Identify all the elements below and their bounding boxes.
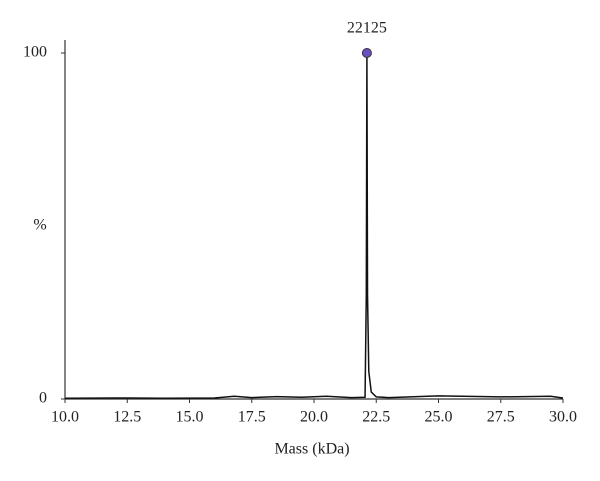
y-tick-label: 0 [39,390,47,407]
x-tick-label: 17.5 [238,409,266,426]
peak-label: 22125 [347,20,387,37]
peak-marker [361,48,372,58]
x-tick-label: 22.5 [362,409,390,426]
x-tick-label: 15.0 [176,409,204,426]
x-axis-label: Mass (kDa) [274,441,349,458]
x-tick-label: 30.0 [549,409,577,426]
x-tick-label: 10.0 [51,409,79,426]
spectrum-line [64,52,564,400]
x-tick-label: 27.5 [487,409,515,426]
y-axis-label: % [33,217,46,234]
x-tick-label: 25.0 [425,409,453,426]
y-tick-label: 100 [23,44,47,61]
x-tick-label: 12.5 [113,409,141,426]
x-tick-label: 20.0 [300,409,328,426]
